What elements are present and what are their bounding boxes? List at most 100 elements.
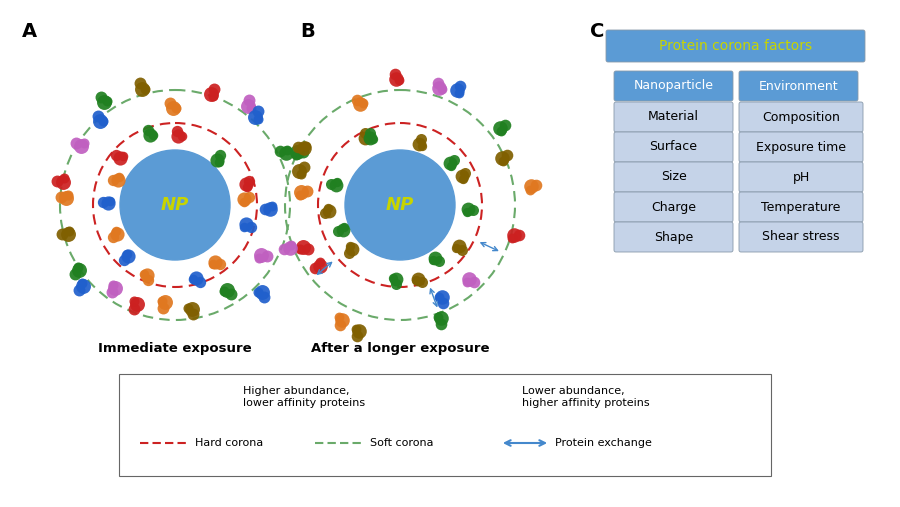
Point (341, 248, 356, 257)
Point (242, 176, 256, 185)
Point (273, 147, 287, 155)
Point (146, 131, 160, 139)
FancyBboxPatch shape (614, 222, 733, 252)
Point (91, 112, 105, 120)
Point (203, 90, 218, 98)
Point (251, 107, 266, 116)
Point (363, 134, 377, 142)
Point (94, 93, 108, 101)
Point (452, 242, 466, 250)
Point (166, 104, 180, 112)
Point (76, 139, 91, 148)
Text: NP: NP (386, 196, 414, 214)
Point (72, 286, 86, 294)
Point (109, 151, 123, 159)
Point (296, 144, 310, 153)
Point (415, 141, 429, 150)
Point (251, 288, 266, 297)
Point (352, 327, 366, 335)
Point (146, 394, 160, 402)
Point (252, 254, 266, 262)
Point (96, 117, 111, 125)
Point (388, 70, 402, 78)
Text: pH: pH (792, 170, 810, 184)
Point (186, 275, 201, 283)
Point (127, 305, 141, 313)
Text: Shear stress: Shear stress (762, 231, 840, 243)
Text: Soft corona: Soft corona (370, 438, 434, 448)
Point (58, 174, 72, 183)
Point (224, 290, 238, 298)
Point (529, 182, 544, 190)
Point (353, 100, 367, 108)
Point (454, 172, 469, 180)
Point (493, 124, 508, 132)
Point (290, 148, 304, 156)
Point (307, 264, 321, 272)
Point (242, 96, 256, 104)
Point (61, 230, 76, 238)
Point (115, 152, 130, 160)
Point (210, 391, 224, 399)
Point (210, 156, 224, 164)
Point (295, 243, 310, 251)
Point (482, 393, 497, 402)
Point (312, 262, 327, 270)
Point (175, 132, 189, 140)
Point (487, 396, 501, 405)
Point (167, 393, 182, 401)
FancyBboxPatch shape (119, 374, 771, 476)
Point (349, 96, 364, 104)
Point (278, 149, 293, 157)
Point (485, 393, 500, 401)
Point (454, 246, 469, 254)
Point (496, 157, 510, 165)
Point (254, 251, 268, 259)
Point (75, 279, 89, 287)
Point (345, 245, 359, 253)
Point (460, 208, 474, 216)
Point (432, 257, 446, 265)
Point (128, 393, 142, 401)
Point (113, 154, 128, 162)
Point (71, 263, 86, 271)
Text: Exposure time: Exposure time (756, 140, 846, 154)
Point (97, 98, 112, 106)
Point (101, 199, 115, 207)
Point (208, 393, 222, 401)
Point (411, 274, 426, 282)
FancyBboxPatch shape (614, 192, 733, 222)
Point (74, 142, 88, 150)
Point (213, 152, 228, 160)
Point (349, 325, 364, 333)
Text: Environment: Environment (759, 80, 838, 92)
Point (50, 177, 65, 185)
Point (105, 175, 120, 184)
Point (133, 79, 148, 87)
Point (127, 395, 141, 404)
Point (112, 173, 126, 181)
Point (430, 313, 445, 321)
Point (291, 142, 305, 151)
Point (413, 135, 428, 143)
Point (507, 231, 521, 239)
Point (59, 194, 74, 202)
Point (361, 135, 375, 143)
Point (265, 202, 279, 210)
Point (295, 148, 310, 156)
Point (363, 129, 377, 137)
Point (169, 127, 184, 135)
Point (257, 293, 272, 301)
Text: After a longer exposure: After a longer exposure (310, 342, 490, 355)
Point (458, 169, 473, 177)
FancyBboxPatch shape (739, 102, 863, 132)
Point (106, 281, 121, 289)
Point (108, 284, 122, 292)
Text: B: B (300, 22, 315, 41)
Point (358, 134, 373, 142)
Point (132, 393, 147, 401)
Point (103, 197, 117, 205)
Point (462, 395, 476, 404)
Point (104, 288, 119, 297)
Point (434, 320, 448, 328)
